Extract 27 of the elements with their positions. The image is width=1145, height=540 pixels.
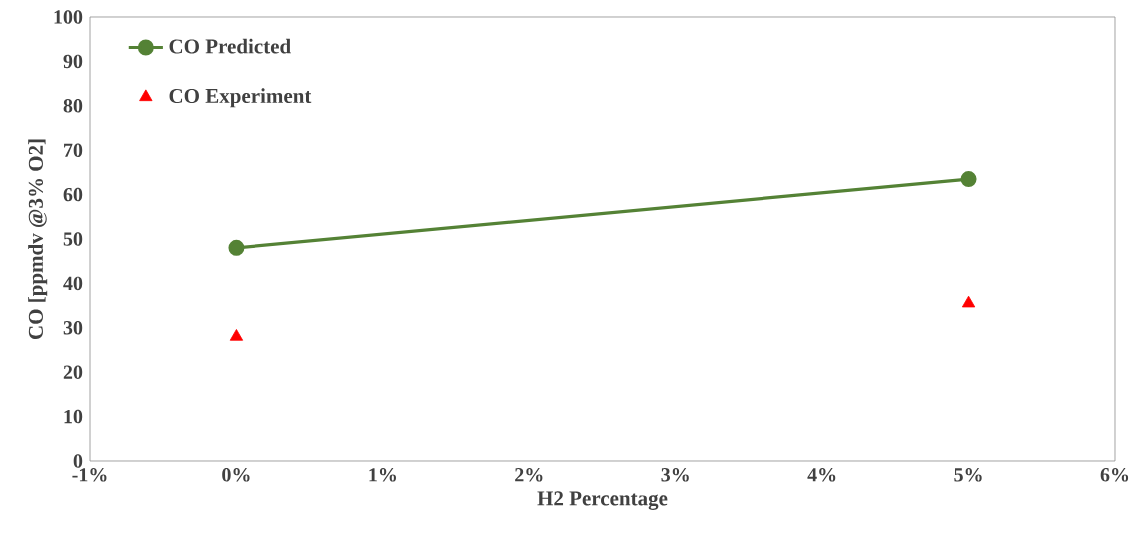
y-tick-label: 80 — [63, 99, 83, 113]
y-tick-label: 0 — [73, 454, 83, 468]
y-tick-label: 20 — [63, 365, 83, 379]
x-tick-label: -1% — [72, 468, 107, 482]
y-tick-label: 90 — [63, 54, 83, 69]
y-tick-label: 10 — [64, 409, 83, 424]
y-tick-label: 40 — [63, 276, 83, 291]
y-tick-label: 50 — [63, 232, 83, 246]
x-tick-label: 5% — [954, 468, 982, 482]
point — [229, 329, 244, 341]
point — [960, 171, 977, 188]
x-tick-label: 6% — [1100, 468, 1129, 482]
point — [228, 239, 245, 256]
y-tick-label: 100 — [54, 10, 83, 24]
x-tick-label: 0% — [222, 468, 250, 482]
y-tick-label: 30 — [63, 321, 83, 335]
x-axis-title: H2 Percentage — [537, 491, 668, 510]
x-tick-label: 3% — [661, 468, 689, 482]
legend-label: CO Predicted — [169, 38, 291, 54]
y-tick-label: 60 — [63, 187, 83, 202]
y-axis-title: CO [ppmdv @3% O2] — [28, 139, 48, 340]
y-tick-label: 70 — [64, 143, 83, 157]
point — [961, 295, 976, 308]
x-tick-label: 2% — [515, 468, 543, 482]
x-tick-label: 1% — [369, 468, 396, 482]
legend-label: CO Experiment — [169, 88, 312, 108]
x-tick-label: 4% — [807, 468, 836, 482]
